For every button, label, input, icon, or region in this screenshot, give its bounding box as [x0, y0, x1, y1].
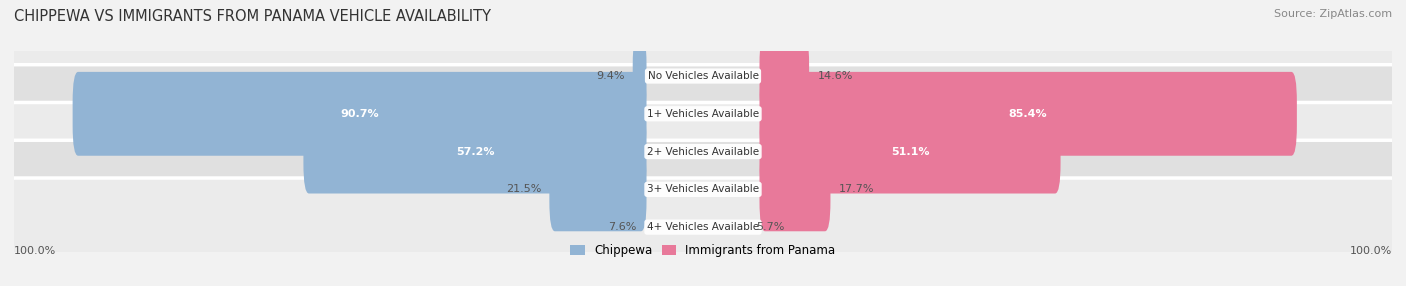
Text: 51.1%: 51.1% — [891, 147, 929, 156]
Text: 90.7%: 90.7% — [340, 109, 378, 119]
Text: 4+ Vehicles Available: 4+ Vehicles Available — [647, 222, 759, 232]
FancyBboxPatch shape — [8, 65, 1398, 163]
Text: 9.4%: 9.4% — [596, 71, 624, 81]
Text: 17.7%: 17.7% — [839, 184, 875, 194]
FancyBboxPatch shape — [304, 110, 647, 194]
Legend: Chippewa, Immigrants from Panama: Chippewa, Immigrants from Panama — [565, 239, 841, 262]
Text: 2+ Vehicles Available: 2+ Vehicles Available — [647, 147, 759, 156]
Text: Source: ZipAtlas.com: Source: ZipAtlas.com — [1274, 9, 1392, 19]
Text: 7.6%: 7.6% — [609, 222, 637, 232]
FancyBboxPatch shape — [759, 110, 1060, 194]
Text: 5.7%: 5.7% — [756, 222, 785, 232]
Text: 100.0%: 100.0% — [14, 246, 56, 256]
FancyBboxPatch shape — [8, 102, 1398, 201]
Text: No Vehicles Available: No Vehicles Available — [648, 71, 758, 81]
FancyBboxPatch shape — [8, 140, 1398, 239]
FancyBboxPatch shape — [759, 34, 808, 118]
FancyBboxPatch shape — [73, 72, 647, 156]
FancyBboxPatch shape — [8, 178, 1398, 276]
Text: 1+ Vehicles Available: 1+ Vehicles Available — [647, 109, 759, 119]
Text: 3+ Vehicles Available: 3+ Vehicles Available — [647, 184, 759, 194]
Text: 57.2%: 57.2% — [456, 147, 495, 156]
FancyBboxPatch shape — [550, 147, 647, 231]
FancyBboxPatch shape — [759, 147, 831, 231]
FancyBboxPatch shape — [633, 34, 647, 118]
Text: 100.0%: 100.0% — [1350, 246, 1392, 256]
Text: 85.4%: 85.4% — [1010, 109, 1047, 119]
FancyBboxPatch shape — [759, 72, 1296, 156]
Text: 21.5%: 21.5% — [506, 184, 541, 194]
Text: 14.6%: 14.6% — [817, 71, 853, 81]
Text: CHIPPEWA VS IMMIGRANTS FROM PANAMA VEHICLE AVAILABILITY: CHIPPEWA VS IMMIGRANTS FROM PANAMA VEHIC… — [14, 9, 491, 23]
FancyBboxPatch shape — [8, 27, 1398, 125]
